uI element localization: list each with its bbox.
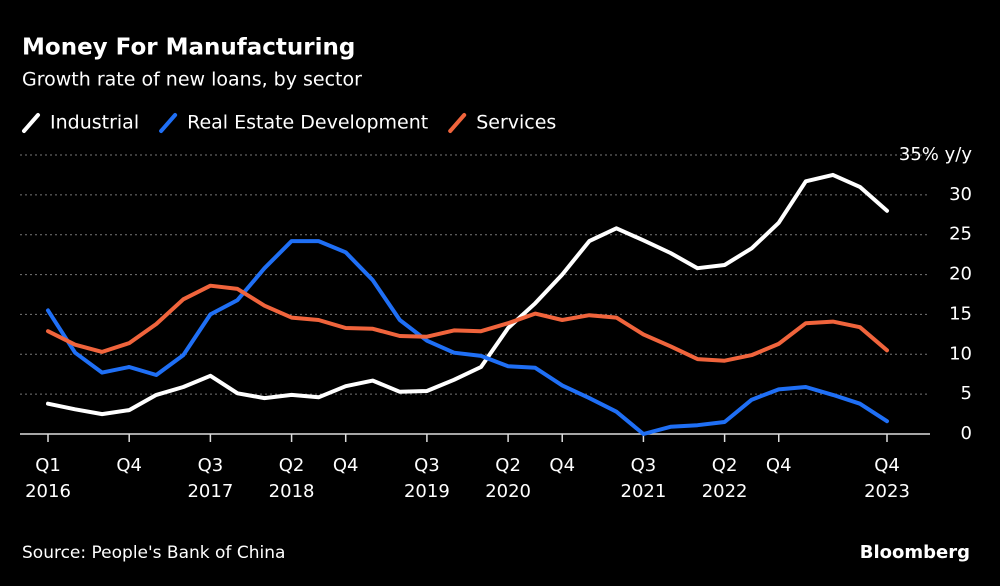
x-year-label: 2022	[702, 481, 748, 502]
x-tick-label: Q3	[414, 455, 440, 476]
x-tick-label: Q1	[35, 455, 61, 476]
x-year-label: 2016	[25, 481, 71, 502]
y-tick-label: 10	[949, 343, 972, 364]
x-year-label: 2019	[404, 481, 450, 502]
x-year-label: 2017	[187, 481, 233, 502]
x-year-label: 2021	[621, 481, 667, 502]
legend-label: Real Estate Development	[187, 112, 428, 134]
y-tick-label: 15	[949, 303, 972, 324]
y-tick-label: 0	[961, 423, 972, 444]
source: Source: People's Bank of China	[22, 543, 285, 563]
legend-label: Services	[476, 112, 556, 134]
x-tick-label: Q4	[874, 455, 900, 476]
legend-swatch	[22, 113, 40, 133]
x-tick-label: Q3	[198, 455, 224, 476]
series-line	[46, 239, 889, 436]
series-line	[46, 283, 889, 363]
x-tick-label: Q3	[631, 455, 657, 476]
x-tick-label: Q2	[712, 455, 738, 476]
y-tick-label: 30	[949, 184, 972, 205]
chart-title: Money For Manufacturing	[22, 35, 355, 61]
x-tick-label: Q4	[333, 455, 359, 476]
x-tick-label: Q2	[279, 455, 305, 476]
brand: Bloomberg	[860, 542, 970, 563]
x-year-label: 2023	[864, 481, 910, 502]
y-tick-label: 20	[949, 264, 972, 285]
legend-swatch	[159, 113, 178, 133]
y-tick-label: 25	[949, 224, 972, 245]
x-tick-label: Q2	[495, 455, 521, 476]
series-line	[46, 172, 889, 417]
x-year-label: 2018	[269, 481, 315, 502]
x-tick-label: Q4	[766, 455, 792, 476]
chart-subtitle: Growth rate of new loans, by sector	[22, 69, 362, 91]
legend-label: Industrial	[50, 112, 139, 134]
y-tick-label: 35% y/y	[899, 144, 972, 165]
x-tick-label: Q4	[549, 455, 575, 476]
x-tick-label: Q4	[116, 455, 142, 476]
legend-swatch	[448, 113, 467, 133]
y-tick-label: 5	[961, 383, 972, 404]
x-year-label: 2020	[485, 481, 531, 502]
